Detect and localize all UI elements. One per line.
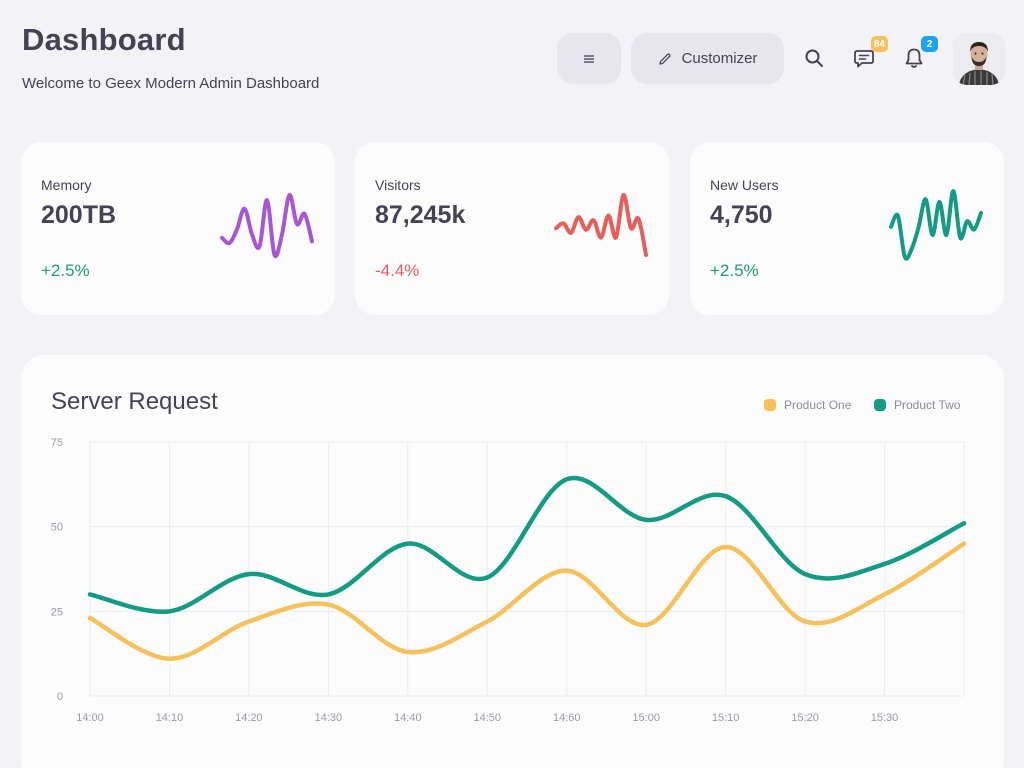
series-line-product-one [87, 541, 967, 661]
pencil-icon [658, 52, 671, 65]
menu-icon [584, 54, 594, 63]
menu-button[interactable] [557, 33, 621, 84]
server-request-card: Server Request Product One Product Two 0… [21, 355, 1004, 768]
messages-badge: 84 [870, 36, 888, 52]
stat-value: 4,750 [710, 201, 773, 229]
x-tick-label: 14:30 [315, 712, 343, 724]
x-tick-label: 15:20 [791, 712, 819, 724]
x-tick-label: 14:60 [553, 712, 581, 724]
search-button[interactable] [796, 40, 832, 76]
series-line-product-two [87, 475, 967, 615]
legend-label: Product Two [894, 398, 961, 412]
customizer-button[interactable]: Customizer [631, 33, 784, 84]
chat-icon [854, 50, 874, 68]
stat-delta: -4.4% [375, 261, 420, 280]
bell-icon [905, 48, 923, 68]
y-tick-label: 75 [51, 437, 63, 449]
legend-dot [874, 399, 886, 411]
legend-label: Product One [784, 398, 852, 412]
legend-item-product-one[interactable]: Product One [764, 398, 851, 412]
x-tick-label: 15:00 [632, 712, 660, 724]
stat-value: 87,245k [375, 201, 466, 229]
stat-label: Visitors [375, 177, 421, 193]
stat-delta: +2.5% [41, 261, 90, 280]
chart-title: Server Request [51, 388, 218, 415]
sparkline [220, 192, 314, 259]
sparkline [554, 192, 648, 257]
stat-delta: +2.5% [710, 261, 759, 280]
avatar-image [953, 33, 1005, 85]
notifications-button[interactable]: 2 [896, 36, 938, 76]
x-tick-label: 14:20 [235, 712, 263, 724]
page-title: Dashboard [22, 22, 186, 57]
sparkline-path [889, 188, 983, 261]
page-subtitle: Welcome to Geex Modern Admin Dashboard [22, 75, 320, 92]
x-tick-label: 14:10 [156, 712, 184, 724]
y-tick-label: 25 [51, 606, 63, 618]
sparkline [889, 188, 983, 261]
legend-item-product-two[interactable]: Product Two [874, 398, 960, 412]
messages-button[interactable]: 84 [846, 36, 888, 76]
stat-value: 200TB [41, 201, 117, 229]
user-avatar[interactable] [953, 33, 1005, 85]
page-header: Dashboard Welcome to Geex Modern Admin D… [0, 0, 1024, 120]
stat-card-visitors: Visitors 87,245k -4.4% [355, 142, 669, 315]
x-tick-label: 14:50 [474, 712, 502, 724]
search-icon [805, 49, 823, 67]
x-tick-label: 14:00 [76, 712, 104, 724]
stat-card-new-users: New Users 4,750 +2.5% [690, 142, 1004, 315]
y-tick-label: 0 [57, 691, 63, 703]
x-tick-label: 15:10 [712, 712, 740, 724]
stat-label: New Users [710, 177, 779, 193]
legend-dot [764, 399, 776, 411]
x-tick-label: 15:30 [871, 712, 899, 724]
stat-card-memory: Memory 200TB +2.5% [21, 142, 335, 315]
server-request-chart: 0 25 50 75 14:00 14:10 14:20 14:30 14:40 14:50 14:… [51, 437, 967, 724]
x-tick-label: 14:40 [394, 712, 422, 724]
stat-label: Memory [41, 177, 92, 193]
y-tick-label: 50 [51, 522, 63, 534]
notifications-badge: 2 [921, 36, 938, 52]
sparkline-path [554, 192, 648, 257]
sparkline-path [220, 192, 314, 259]
customizer-label: Customizer [681, 50, 758, 67]
